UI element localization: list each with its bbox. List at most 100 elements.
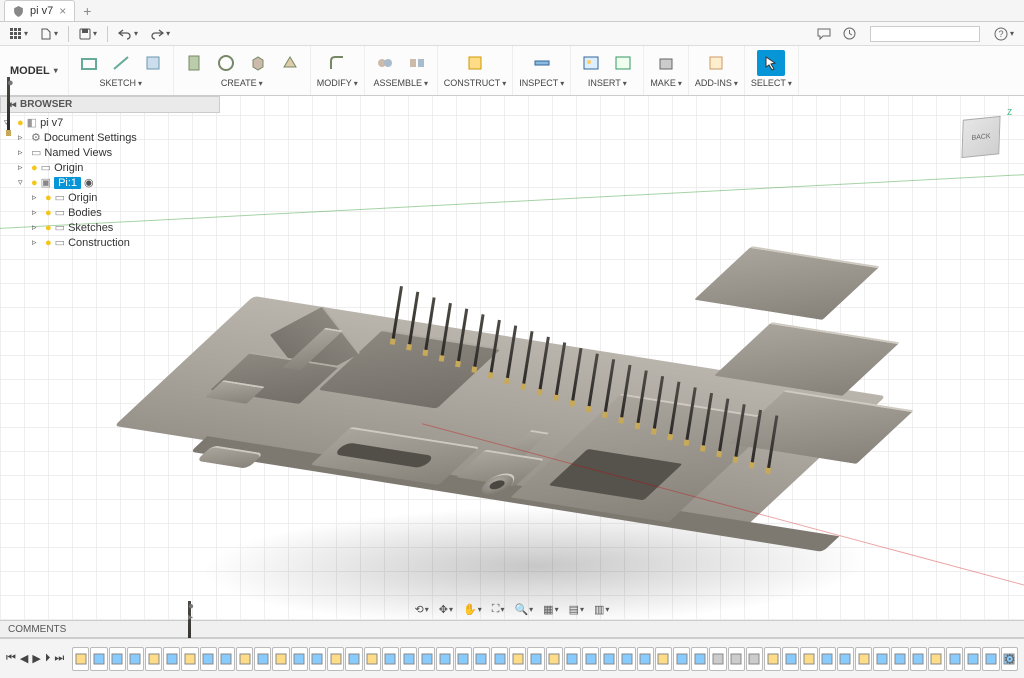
bulb-icon[interactable]: ● [45,192,52,204]
sketch-rect-button[interactable] [75,50,103,76]
timeline-feature[interactable] [291,647,308,671]
line-button[interactable] [107,50,135,76]
align-button[interactable] [403,50,431,76]
timeline-feature[interactable] [491,647,508,671]
timeline-feature[interactable] [964,647,981,671]
hand-button[interactable]: ✋▾ [459,601,486,618]
timeline-feature[interactable] [109,647,126,671]
ribbon-group-label[interactable]: INSERT ▾ [588,78,627,88]
extrude-button[interactable] [180,50,208,76]
bulb-icon[interactable]: ● [45,222,52,234]
timeline-feature[interactable] [746,647,763,671]
grid-menu-button[interactable]: ▾ [6,26,32,42]
viewports-button[interactable]: ▥▾ [590,601,613,618]
plane2-button[interactable] [461,50,489,76]
timeline-feature[interactable] [236,647,253,671]
tree-item[interactable]: ▹●▭Bodies [0,205,220,220]
ribbon-group-label[interactable]: ADD-INS ▾ [695,78,738,88]
arrow-icon[interactable]: ▹ [32,207,42,218]
orbit-button[interactable]: ⟲▾ [411,601,433,618]
timeline-feature[interactable] [327,647,344,671]
view-cube[interactable]: BACK Z [954,110,1008,164]
timeline-feature[interactable] [400,647,417,671]
timeline-feature[interactable] [436,647,453,671]
tree-item[interactable]: ▹▭Named Views [0,145,220,160]
file-menu-button[interactable]: ▾ [36,26,62,42]
close-icon[interactable]: × [59,4,66,18]
timeline-feature[interactable] [582,647,599,671]
browser-header[interactable]: ◂◂ BROWSER ● [0,96,220,113]
timeline-feature[interactable] [382,647,399,671]
ribbon-group-label[interactable]: CONSTRUCT ▾ [444,78,507,88]
ribbon-group-label[interactable]: SKETCH ▾ [99,78,142,88]
timeline-feature[interactable] [655,647,672,671]
activate-icon[interactable]: ◉ [84,176,94,189]
timeline-feature[interactable] [855,647,872,671]
arrow-icon[interactable]: ▹ [18,147,28,158]
tree-item[interactable]: ▹●▭Sketches [0,220,220,235]
arrow-icon[interactable]: ▹ [32,222,42,233]
decal-button[interactable] [609,50,637,76]
timeline-feature[interactable] [72,647,89,671]
loft-button[interactable] [276,50,304,76]
timeline-feature[interactable] [345,647,362,671]
ribbon-group-label[interactable]: ASSEMBLE ▾ [373,78,428,88]
timeline-control-1[interactable]: ◀ [20,652,28,665]
timeline-feature[interactable] [800,647,817,671]
timeline-control-0[interactable]: ⏮ [6,652,16,665]
bulb-icon[interactable]: ● [31,177,38,189]
arrow-icon[interactable]: ▿ [18,177,28,188]
tree-item[interactable]: ▹⚙Document Settings [0,130,220,145]
bulb-icon[interactable]: ● [45,207,52,219]
timeline-feature[interactable] [764,647,781,671]
timeline-feature[interactable] [873,647,890,671]
measure-button[interactable] [528,50,556,76]
document-tab[interactable]: pi v7 × [4,0,75,21]
bulb-icon[interactable]: ● [45,237,52,249]
timeline-feature[interactable] [691,647,708,671]
bulb-icon[interactable]: ● [17,117,24,129]
ribbon-group-label[interactable]: INSPECT ▾ [519,78,564,88]
tree-item[interactable]: ▿●◧pi v7 [0,115,220,130]
timeline-control-2[interactable]: ▶ [32,652,40,665]
print-button[interactable] [652,50,680,76]
timeline-feature[interactable] [928,647,945,671]
timeline-feature[interactable] [819,647,836,671]
ribbon-group-label[interactable]: CREATE ▾ [221,78,263,88]
add-tab-button[interactable]: + [75,3,99,19]
timeline-feature[interactable] [455,647,472,671]
timeline-feature[interactable] [728,647,745,671]
timeline-feature[interactable] [218,647,235,671]
timeline-feature[interactable] [127,647,144,671]
tree-item[interactable]: ▹●▭Origin [0,190,220,205]
ribbon-group-label[interactable]: SELECT ▾ [751,78,792,88]
fillet-button[interactable] [323,50,351,76]
arrow-icon[interactable]: ▹ [18,162,28,173]
joint-button[interactable] [371,50,399,76]
arrow-icon[interactable]: ▹ [32,237,42,248]
history-button[interactable] [839,25,860,42]
timeline-feature[interactable] [910,647,927,671]
pin-icon[interactable]: ● [7,77,10,133]
timeline-control-4[interactable]: ⏭ [54,652,64,665]
zoom-button[interactable]: 🔍▾ [510,601,537,618]
settings-icon[interactable]: ⚙ [1003,651,1016,668]
timeline-feature[interactable] [272,647,289,671]
timeline-feature[interactable] [90,647,107,671]
timeline-feature[interactable] [418,647,435,671]
timeline-feature[interactable] [364,647,381,671]
display-button[interactable]: ▦▾ [539,601,562,618]
timeline-feature[interactable] [837,647,854,671]
timeline-feature[interactable] [527,647,544,671]
arrow-icon[interactable]: ▹ [18,132,28,143]
timeline-feature[interactable] [546,647,563,671]
pan-button[interactable]: ✥▾ [435,601,457,618]
tree-item[interactable]: ▹●▭Construction [0,235,220,250]
bulb-icon[interactable]: ● [31,162,38,174]
timeline-feature[interactable] [145,647,162,671]
box-button[interactable] [244,50,272,76]
timeline-feature[interactable] [473,647,490,671]
timeline-feature[interactable] [782,647,799,671]
timeline-feature[interactable] [181,647,198,671]
tree-item[interactable]: ▿●▣Pi:1 ◉ [0,175,220,190]
